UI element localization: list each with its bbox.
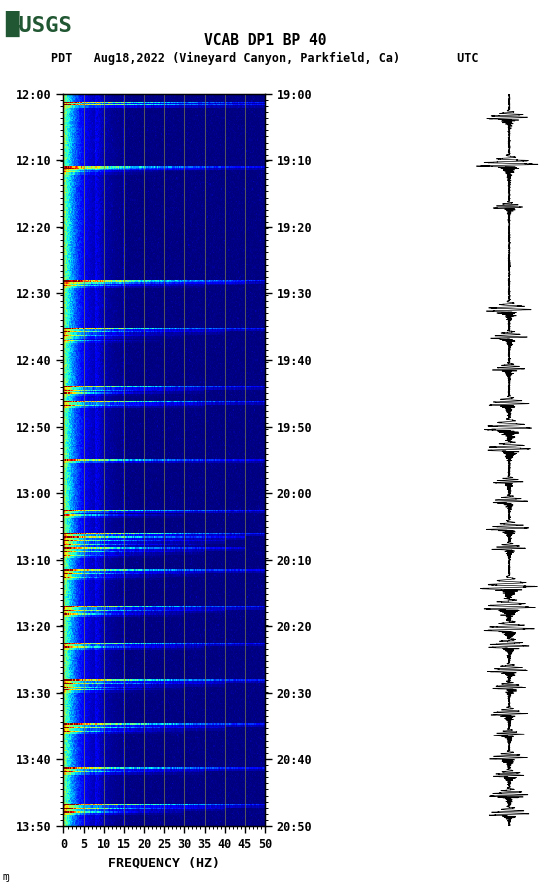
X-axis label: FREQUENCY (HZ): FREQUENCY (HZ) [108, 856, 220, 870]
Text: VCAB DP1 BP 40: VCAB DP1 BP 40 [204, 33, 326, 47]
Text: PDT   Aug18,2022 (Vineyard Canyon, Parkfield, Ca)        UTC: PDT Aug18,2022 (Vineyard Canyon, Parkfie… [51, 52, 479, 64]
Text: █USGS: █USGS [6, 11, 72, 38]
Text: ɱ: ɱ [3, 872, 9, 882]
